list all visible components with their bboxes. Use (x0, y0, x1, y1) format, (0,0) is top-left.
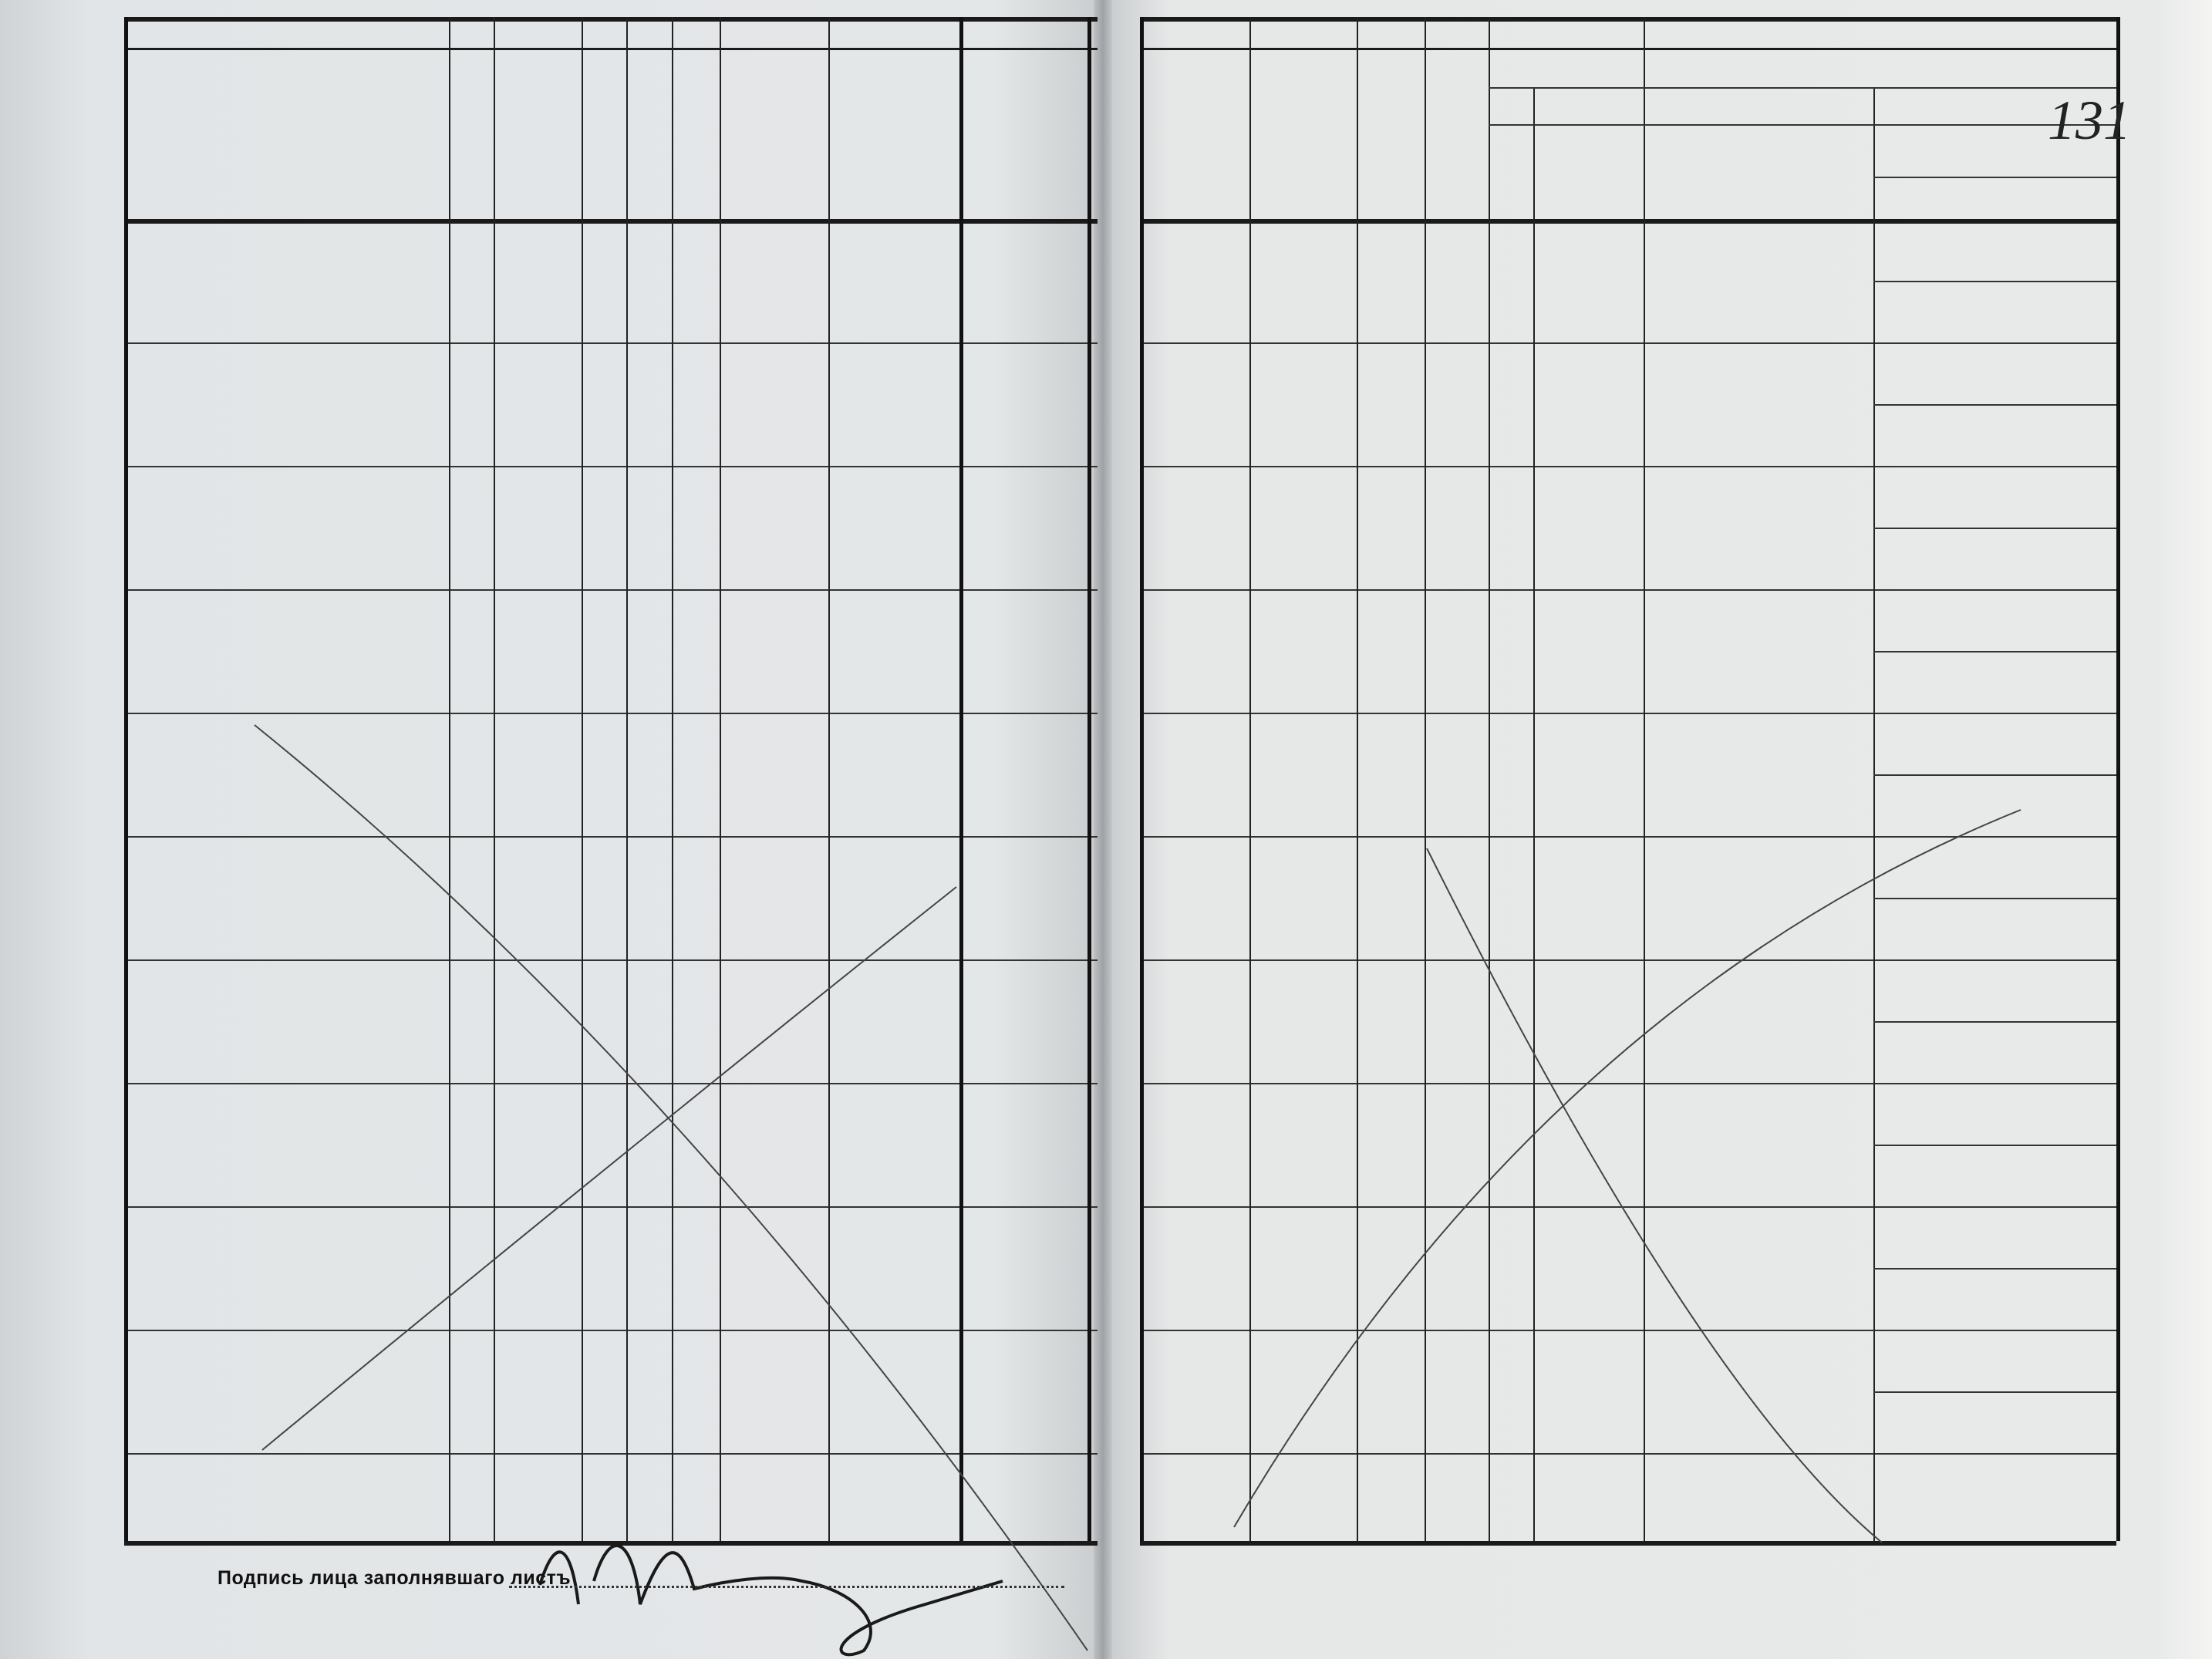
col14b-row-split (1873, 281, 2116, 282)
right-page (1103, 0, 2212, 1659)
column-divider (626, 17, 628, 1541)
left-page (0, 0, 1103, 1659)
table-border-bottom (124, 1541, 1098, 1546)
row-divider (124, 1453, 1098, 1455)
row-divider (1140, 342, 2116, 344)
col14b-row-split (1873, 1021, 2116, 1023)
col14b-row-split (1873, 1268, 2116, 1270)
row-divider (124, 466, 1098, 467)
column-divider (959, 17, 963, 1541)
col14b-row-split (1873, 528, 2116, 529)
col14b-row-split (1873, 898, 2116, 899)
row-divider (1140, 466, 2116, 467)
row-divider (124, 1083, 1098, 1084)
column-divider (1489, 17, 1490, 1541)
column-divider (828, 17, 830, 1541)
book-spine (1094, 0, 1112, 1659)
col14b-row-split (1873, 651, 2116, 652)
row-divider (1140, 713, 2116, 714)
header-number-divider (1140, 48, 2116, 50)
column-divider (672, 17, 673, 1541)
group-title-divider (1489, 87, 2116, 89)
signature-stroke (538, 1544, 1003, 1657)
row-divider (124, 959, 1098, 961)
table-border-bottom (1140, 1541, 2116, 1546)
column-divider (1140, 17, 1144, 1541)
header-bottom-border (124, 219, 1098, 224)
row-divider (1140, 836, 2116, 838)
row-divider (1140, 959, 2116, 961)
column-divider (1357, 17, 1358, 1541)
column-divider (1425, 17, 1426, 1541)
column-divider (124, 17, 128, 1541)
row-divider (124, 589, 1098, 591)
header-bottom-border (1140, 219, 2116, 224)
column-divider (1249, 17, 1251, 1541)
cross-line-right (1233, 809, 2021, 1528)
row-divider (1140, 589, 2116, 591)
row-divider (1140, 1206, 2116, 1208)
row-divider (1140, 1330, 2116, 1331)
cross-line-left-2 (254, 724, 1088, 1651)
row-divider (124, 836, 1098, 838)
col14b-row-split (1873, 1391, 2116, 1393)
row-divider (124, 1206, 1098, 1208)
col14b-split (1873, 177, 2116, 178)
column-divider (449, 17, 450, 1541)
column-divider (1533, 87, 1535, 1541)
row-divider (1140, 1083, 2116, 1084)
column-divider (2116, 17, 2120, 1541)
column-divider (1873, 87, 1875, 1541)
corner-page-mark: 131 (2048, 89, 2131, 151)
col14b-row-split (1873, 774, 2116, 776)
table-border-top (1140, 17, 2116, 22)
header-number-divider (124, 48, 1098, 50)
column-divider (582, 17, 583, 1541)
column-divider (494, 17, 495, 1541)
row-divider (124, 713, 1098, 714)
row-divider (124, 1330, 1098, 1331)
col14b-row-split (1873, 404, 2116, 406)
column-divider (1087, 17, 1091, 1541)
row-divider (1140, 1453, 2116, 1455)
row-divider (124, 342, 1098, 344)
signature-label: Подпись лица заполнявшаго листъ (217, 1567, 572, 1589)
cross-line-left (261, 886, 957, 1451)
sub-label-divider (1489, 124, 2116, 126)
cross-line-right-2 (1426, 848, 1883, 1543)
column-divider (720, 17, 721, 1541)
col14b-row-split (1873, 1145, 2116, 1146)
column-divider (1644, 17, 1645, 1541)
signature-line (509, 1586, 1064, 1588)
table-border-top (124, 17, 1098, 22)
